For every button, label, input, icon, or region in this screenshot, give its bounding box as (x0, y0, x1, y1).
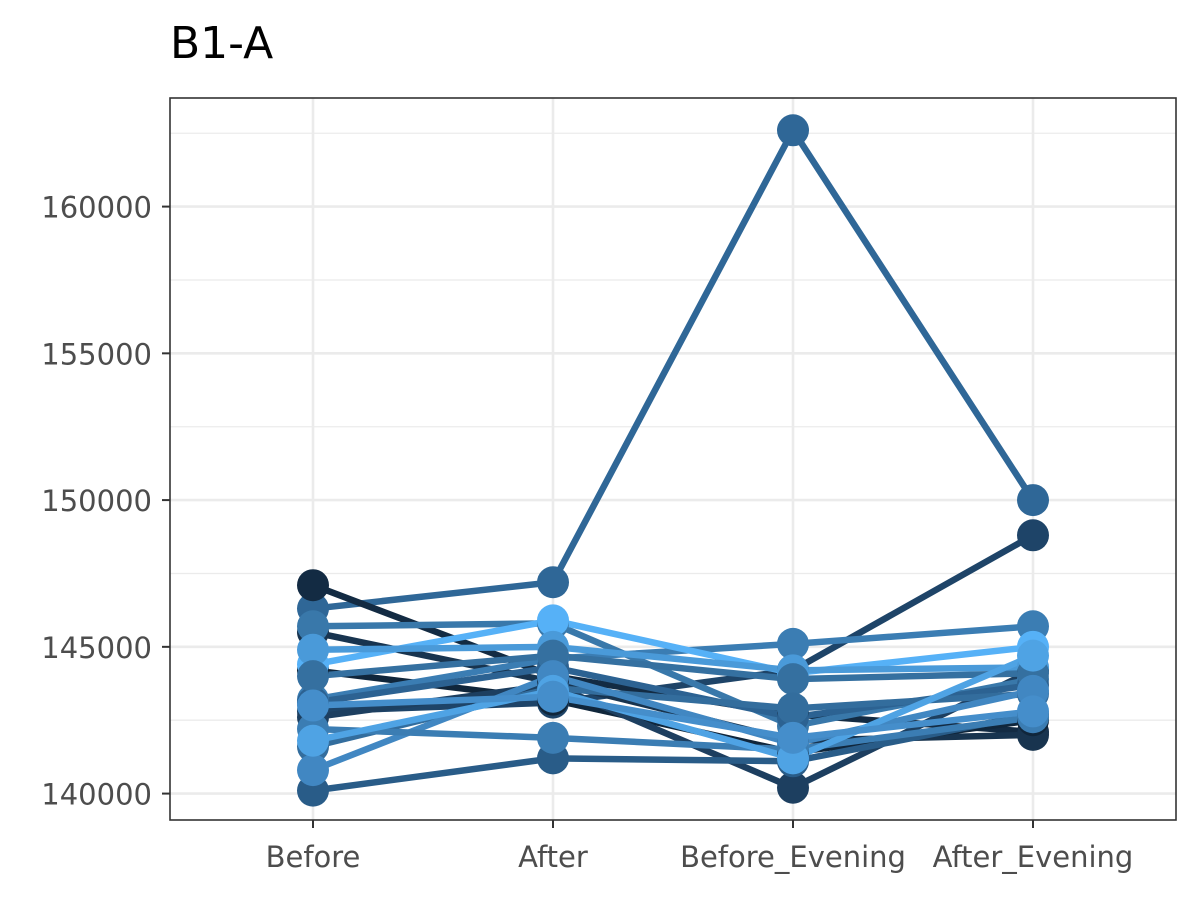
x-tick-label: Before (266, 840, 361, 874)
data-point (777, 627, 809, 660)
data-point (777, 721, 809, 754)
data-point (297, 569, 329, 602)
y-tick-label: 140000 (41, 778, 152, 812)
y-tick-label: 155000 (41, 337, 152, 371)
series-line (312, 693, 1034, 742)
series-line (312, 643, 1034, 674)
data-point (297, 754, 329, 787)
data-point (777, 771, 809, 804)
y-tick-label: 145000 (41, 631, 152, 665)
data-point (537, 680, 569, 713)
chart-title: B1-A (170, 18, 274, 69)
data-point (537, 604, 569, 637)
data-point (777, 663, 809, 696)
data-point (1017, 484, 1049, 517)
axis-layer: 140000 145000 150000 155000 160000 Before Afte… (41, 97, 1177, 874)
data-point (537, 721, 569, 754)
x-tick-label: Before_Evening (680, 840, 906, 874)
data-point (1017, 639, 1049, 672)
data-point (777, 114, 809, 147)
series-line (312, 711, 1034, 794)
x-tick-label: After_Evening (933, 840, 1134, 874)
data-point (297, 610, 329, 643)
data-point (297, 633, 329, 666)
data-point (1017, 519, 1049, 552)
series-line (312, 652, 1035, 762)
series-line (312, 532, 1035, 715)
data-point (1017, 695, 1049, 728)
series-line (312, 652, 1034, 683)
series-line (312, 127, 1036, 612)
series-layer (297, 114, 1049, 807)
series-line (312, 617, 1034, 677)
series-line (312, 623, 1034, 703)
data-point (297, 689, 329, 722)
data-point (297, 724, 329, 757)
plot-panel-border (169, 97, 1177, 821)
data-point (297, 660, 329, 693)
data-point (537, 566, 569, 599)
x-tick-label: After (518, 840, 588, 874)
data-point (777, 692, 809, 725)
series-line (311, 672, 1034, 774)
y-tick-label: 160000 (41, 191, 152, 225)
y-tick-label: 150000 (41, 484, 152, 518)
series-line (312, 714, 1034, 753)
